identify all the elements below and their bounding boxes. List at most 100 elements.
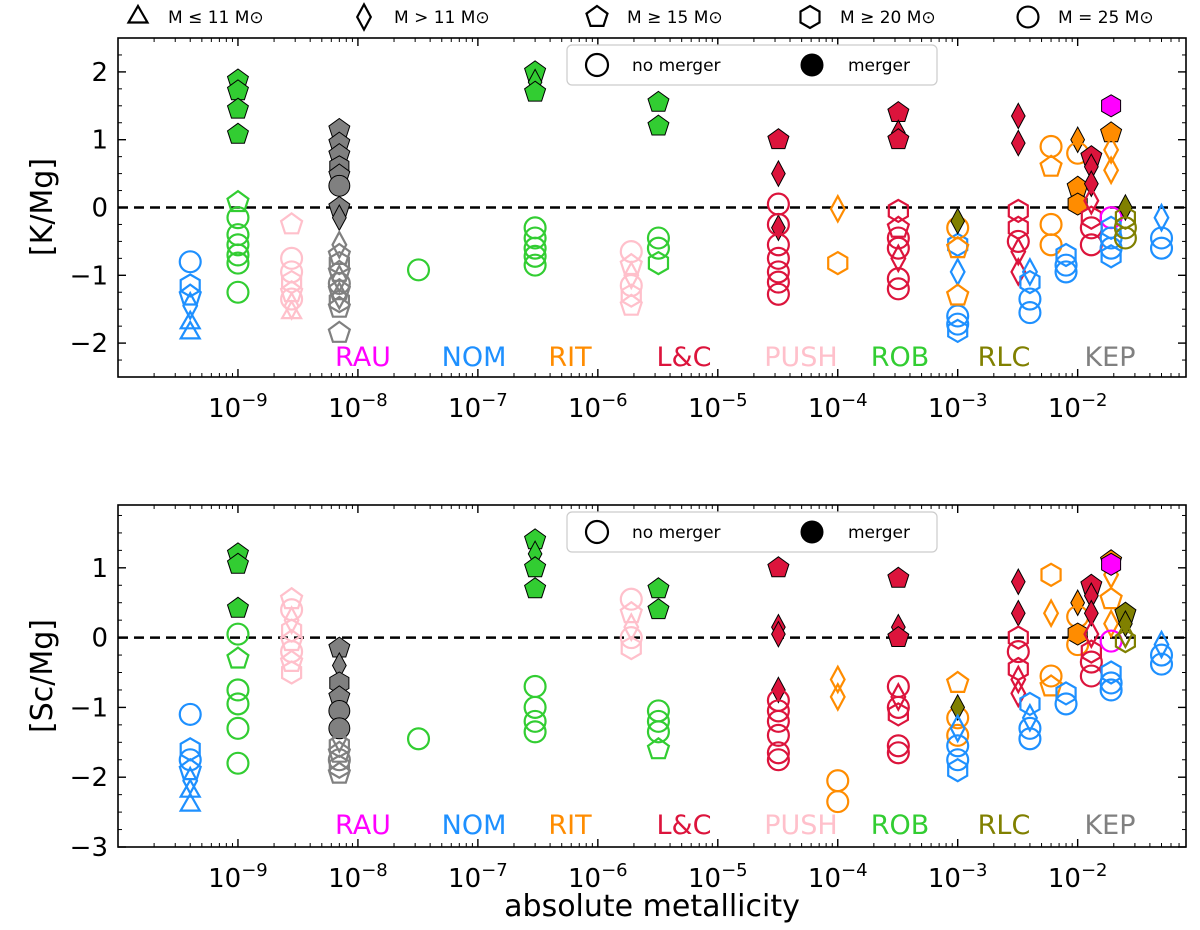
data-point [328, 174, 351, 197]
data-point [1010, 568, 1026, 596]
data-point [1010, 236, 1027, 267]
data-point [331, 229, 348, 260]
data-point [178, 250, 202, 274]
x-ticks: 10−9 10−8 10−7 10−6 10−5 10−4 10−3 10−2 [153, 505, 1187, 894]
data-point [281, 660, 303, 685]
data-point [178, 309, 202, 330]
data-point [226, 243, 250, 267]
data-point [1021, 256, 1039, 287]
mass-legend-diamond-marker [355, 2, 373, 32]
code-label-rob: ROB [871, 342, 930, 373]
no-merger-label: no merger [632, 523, 721, 543]
data-point [646, 736, 671, 760]
data-point [1099, 586, 1123, 610]
data-point [946, 748, 970, 772]
data-point [766, 260, 790, 284]
data-point [766, 270, 790, 294]
data-point [1010, 129, 1026, 157]
x-ticks: 10−9 10−8 10−7 10−6 10−5 10−4 10−3 10−2 [153, 38, 1187, 424]
data-point [767, 128, 790, 150]
y-ticks: −3 −2 −1 0 1 [70, 514, 1186, 863]
data-point [1054, 253, 1078, 277]
x-tick-label: 10−2 [1048, 390, 1108, 424]
data-point [829, 681, 846, 712]
data-point [226, 206, 250, 230]
data-point [767, 556, 790, 578]
data-point [1083, 170, 1099, 198]
data-point [178, 283, 202, 306]
data-point [886, 277, 910, 301]
data-point [946, 312, 970, 336]
data-point [226, 646, 250, 669]
data-point [1010, 599, 1026, 627]
data-point [947, 318, 969, 344]
data-point [950, 207, 966, 235]
data-point [766, 246, 790, 270]
panel-frame [117, 504, 1187, 848]
data-point [327, 748, 351, 772]
data-point [771, 620, 786, 648]
data-point [647, 598, 670, 620]
y-tick-label: 1 [91, 126, 108, 156]
code-label-l-c: L&C [657, 810, 712, 841]
mass-legend-triangle-label: M ≤ 11 M⊙ [168, 8, 264, 28]
data-point [524, 80, 547, 102]
data-point [1066, 633, 1090, 657]
x-tick-label: 10−9 [208, 860, 268, 894]
data-point [523, 720, 547, 744]
data-point [1103, 155, 1120, 186]
code-label-rit: RIT [548, 342, 592, 373]
data-point [1018, 287, 1042, 311]
data-point [826, 790, 850, 814]
data-point [766, 741, 790, 765]
data-point [182, 290, 199, 321]
data-point [826, 769, 850, 793]
data-point [766, 699, 790, 723]
data-point [646, 226, 670, 250]
data-point [619, 626, 643, 650]
data-point [949, 713, 966, 744]
data-point [1101, 94, 1122, 118]
data-points [178, 528, 1174, 814]
code-label-rlc: RLC [978, 810, 1031, 841]
data-point [766, 282, 790, 306]
data-point [1018, 716, 1042, 740]
x-tick-label: 10−4 [808, 390, 868, 424]
mass-legend-diamond-label: M > 11 M⊙ [394, 8, 490, 28]
data-point [327, 271, 351, 295]
data-point [766, 709, 790, 733]
code-label-rlc: RLC [978, 342, 1031, 373]
data-point [1100, 121, 1123, 143]
data-point [226, 233, 250, 257]
data-point [829, 193, 846, 224]
mass-legend-circle-marker [1016, 5, 1040, 29]
data-point [1114, 628, 1136, 654]
code-label-rob: ROB [871, 810, 930, 841]
merger-marker [800, 53, 824, 77]
data-point [1007, 198, 1029, 224]
data-point [886, 267, 910, 291]
data-point [1083, 599, 1099, 627]
data-point [280, 287, 304, 311]
data-point [1080, 205, 1102, 230]
data-point [1019, 269, 1041, 295]
data-point [647, 114, 670, 136]
data-point [1067, 192, 1088, 216]
panel-sc-mg: [Sc/Mg] −3−2−101 10−9 10−8 10−7 10−6 10−5 10−… [25, 504, 1187, 894]
x-tick-label: 10−5 [688, 860, 748, 894]
data-point [279, 212, 304, 235]
data-point [226, 692, 250, 716]
data-point [1010, 678, 1027, 709]
data-point [647, 90, 670, 112]
data-point [623, 612, 640, 643]
data-point [887, 625, 910, 647]
data-point [949, 256, 966, 287]
x-axis-title: absolute metallicity [504, 889, 800, 924]
data-point [226, 596, 249, 618]
data-point [226, 622, 250, 646]
y-tick-label: −2 [70, 763, 108, 793]
data-point [619, 600, 643, 624]
x-tick-label: 10−4 [808, 860, 868, 894]
